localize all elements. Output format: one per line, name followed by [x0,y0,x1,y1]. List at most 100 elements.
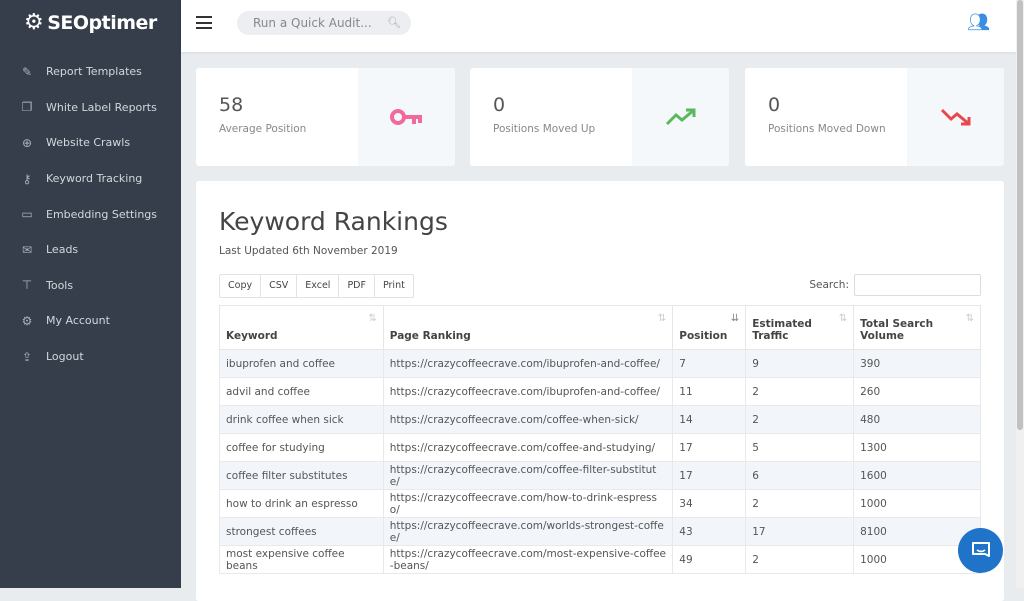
search-input[interactable] [854,274,981,296]
table-cell[interactable]: https://crazycoffeecrave.com/ibuprofen-a… [382,377,674,406]
page-title: Keyword Rankings [219,207,448,236]
sidebar-item-label: Website Crawls [46,136,131,150]
brand-name: SEOptimer [47,11,157,34]
table-cell: 17 [745,517,855,546]
table-cell[interactable]: https://crazycoffeecrave.com/how-to-drin… [382,489,674,518]
table-cell: ibuprofen and coffee [219,349,384,378]
stat-value: 0 [768,94,781,116]
sort-icon[interactable]: ⇅ [838,313,848,324]
column-label: Estimated Traffic [752,318,812,342]
sidebar-item-my-account[interactable]: ⚙ My Account [0,303,181,339]
sidebar-item-report-templates[interactable]: ✎ Report Templates [0,54,181,90]
column-header[interactable]: ⇊ Position [672,305,747,350]
search-icon[interactable]: 🔍︎ [387,16,401,29]
sidebar-item-label: White Label Reports [46,100,157,114]
table-cell[interactable]: https://crazycoffeecrave.com/ibuprofen-a… [382,349,674,378]
csv-button[interactable]: CSV [261,275,298,297]
trend-up-icon [632,68,729,166]
table-cell: 480 [853,405,981,434]
column-label: Total Search Volume [860,318,934,342]
sort-icon[interactable]: ⇅ [368,313,377,324]
stat-label: Positions Moved Up [493,123,596,135]
upload-icon: ⇪ [21,349,33,364]
table-cell[interactable]: https://crazycoffeecrave.com/worlds-stro… [382,517,674,546]
envelope-icon: ✉ [21,242,33,257]
trend-down-icon [907,68,1004,166]
table-cell: 11 [672,377,747,406]
top-header: Run a Quick Audit... 🔍︎ 👥︎ [181,0,1016,52]
column-header[interactable]: ⇅ Page Ranking [382,305,674,350]
print-button[interactable]: Print [382,280,405,291]
pdf-button[interactable]: PDF [339,275,375,297]
sidebar-item-tools[interactable]: ⊤ Tools [0,268,181,304]
search-plus-icon: ⊕ [21,135,33,150]
sidebar-item-label: Tools [46,278,74,292]
quick-audit-placeholder: Run a Quick Audit... [253,16,372,30]
excel-button[interactable]: Excel [297,275,340,297]
table-cell[interactable]: https://crazycoffeecrave.com/coffee-filt… [382,461,674,490]
chat-button[interactable] [958,528,1003,573]
gear-icon: ⚙ [21,313,33,328]
sidebar-item-leads[interactable]: ✉ Leads [0,232,181,268]
users-icon[interactable]: 👥︎ [967,12,990,33]
table-cell[interactable]: https://crazycoffeecrave.com/coffee-when… [382,405,674,434]
key-icon: ⚷ [22,171,32,186]
table-row: coffee filter substitutes https://crazyco… [219,461,981,490]
table-cell: 9 [745,349,855,378]
stat-value: 0 [493,94,506,116]
table-cell: most expensive coffee beans [219,545,384,574]
sidebar-item-label: Embedding Settings [46,207,158,221]
table-cell: coffee filter substitutes [219,461,384,490]
stat-card: 0 Positions Moved Down [745,68,1004,166]
embed-icon: ▭ [21,207,33,222]
stat-label: Average Position [219,123,307,135]
sidebar-item-label: Leads [46,243,79,257]
quick-audit-input[interactable]: Run a Quick Audit... 🔍︎ [237,11,411,35]
table-cell[interactable]: https://crazycoffeecrave.com/coffee-and-… [382,433,674,462]
sidebar-item-website-crawls[interactable]: ⊕ Website Crawls [0,125,181,161]
menu-icon[interactable] [196,16,212,29]
table-cell: 17 [672,461,747,490]
table-cell: strongest coffees [219,517,384,546]
sidebar-item-keyword-tracking[interactable]: ⚷ Keyword Tracking [0,161,181,197]
sidebar-item-white-label-reports[interactable]: ❐ White Label Reports [0,90,181,126]
table-cell: 49 [672,545,747,574]
last-updated: Last Updated 6th November 2019 [219,245,398,257]
sort-icon[interactable]: ⇅ [657,313,667,324]
sort-icon[interactable]: ⇅ [965,313,974,324]
rankings-table: ⇅ Keyword ⇅ Page Ranking ⇊ Position ⇅ Estimated… [219,305,981,574]
column-label: Keyword [226,330,278,342]
column-header[interactable]: ⇅ Total Search Volume [853,305,981,350]
table-search: Search: [809,274,981,296]
sort-icon[interactable]: ⇊ [730,313,740,324]
sidebar-item-logout[interactable]: ⇪ Logout [0,339,181,375]
table-row: advil and coffee https://crazycoffeecrave… [219,377,981,406]
stat-card: 0 Positions Moved Up [470,68,729,166]
stat-label: Positions Moved Down [768,123,886,135]
scrollbar-thumb[interactable] [1017,0,1023,430]
table-cell: 14 [672,405,747,434]
hammer-icon: ⊤ [21,278,33,293]
sidebar-item-label: My Account [46,314,110,328]
column-label: Page Ranking [389,330,471,342]
table-row: ibuprofen and coffee https://crazycoffeec… [219,349,981,378]
table-cell: 2 [745,489,855,518]
keyword-rankings-panel: Keyword Rankings Last Updated 6th Novemb… [196,181,1004,601]
table-cell: 390 [853,349,981,378]
table-cell: 7 [672,349,747,378]
sidebar-item-label: Keyword Tracking [46,172,143,186]
table-cell: 260 [853,377,981,406]
sidebar-nav: ✎ Report Templates ❐ White Label Reports ⊕ We… [0,54,181,374]
table-cell: 5 [745,433,855,462]
chat-icon [971,541,990,557]
copy-button[interactable]: Copy [220,275,262,297]
table-row: coffee for studying https://crazycoffeecr… [219,433,981,462]
logo[interactable]: ⚙ SEOptimer [24,10,157,35]
column-header[interactable]: ⇅ Estimated Traffic [745,305,855,350]
table-row: drink coffee when sick https://crazycoffe… [219,405,981,434]
table-cell: 1600 [853,461,981,490]
sidebar-item-embedding-settings[interactable]: ▭ Embedding Settings [0,196,181,232]
column-header[interactable]: ⇅ Keyword [219,305,384,350]
table-cell[interactable]: https://crazycoffeecrave.com/most-expens… [382,545,674,574]
scrollbar[interactable] [1016,0,1024,588]
